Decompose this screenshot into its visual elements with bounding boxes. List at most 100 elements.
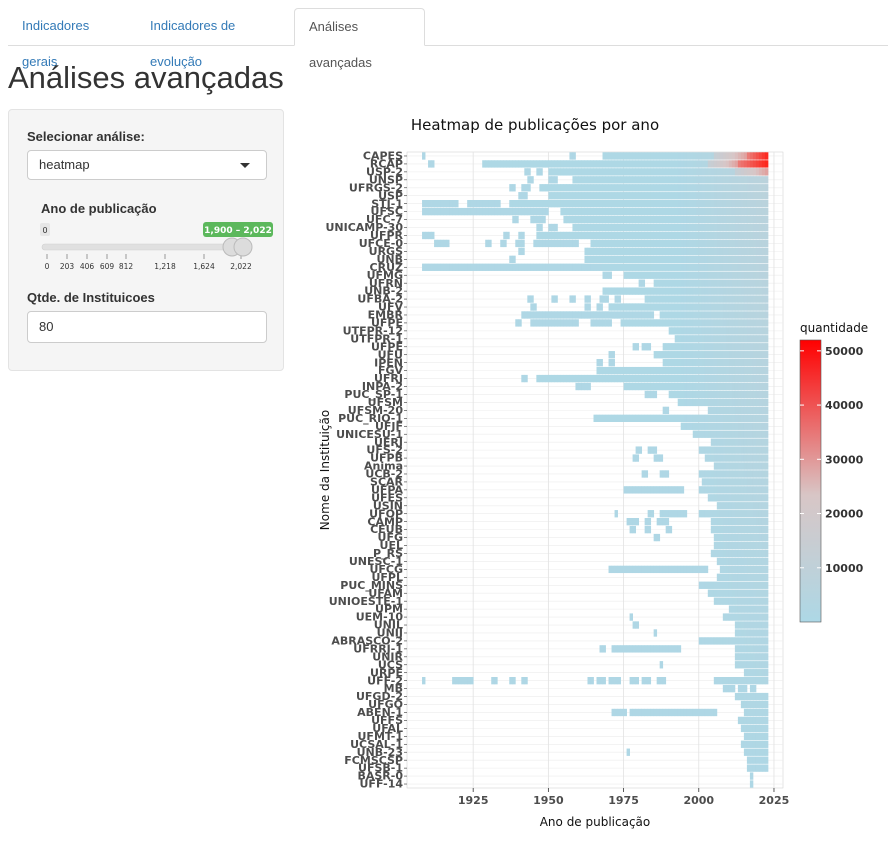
heatmap-cell (752, 184, 757, 192)
heatmap-cell (689, 263, 694, 271)
heatmap-cell (722, 247, 727, 256)
y-tick-label: UCS (378, 658, 403, 671)
heatmap-cell (704, 263, 709, 271)
heatmap-cell (662, 351, 667, 359)
y-tick-label: P_RS (373, 547, 403, 560)
heatmap-cell (641, 207, 646, 216)
tab-indicadores-gerais[interactable]: Indicadores gerais (22, 18, 90, 69)
heatmap-cell (572, 168, 576, 176)
heatmap-cell (674, 351, 679, 359)
heatmap-cell (635, 311, 640, 319)
heatmap-cell (602, 168, 606, 176)
analysis-select[interactable]: heatmap (27, 150, 267, 180)
heatmap-cell (614, 677, 618, 685)
heatmap-cell (539, 160, 543, 168)
heatmap-cell (593, 263, 597, 271)
heatmap-cell (722, 200, 727, 208)
heatmap-cell (662, 295, 667, 303)
heatmap-cell (491, 207, 495, 216)
heatmap-cell (647, 184, 652, 192)
heatmap-cell (587, 184, 591, 192)
year-range-slider[interactable]: 0 1,900 – 2,022 0 203 406 609 812 1,218 1,624 2… (37, 218, 277, 278)
heatmap-cell (722, 406, 727, 415)
heatmap-cell (746, 414, 751, 422)
heatmap-cell (659, 239, 664, 248)
heatmap-cell (671, 390, 676, 399)
heatmap-cell (698, 398, 703, 407)
heatmap-cell (623, 231, 627, 240)
heatmap-cell (725, 351, 730, 359)
heatmap-cell (662, 510, 667, 518)
heatmap-cell (671, 160, 676, 168)
tab-analises-avancadas[interactable]: Análises avançadas (294, 8, 425, 70)
heatmap-cell (713, 303, 718, 311)
heatmap-cell (614, 152, 618, 160)
heatmap-cell (761, 390, 766, 399)
heatmap-cell (536, 311, 540, 319)
heatmap-cell (746, 629, 751, 637)
heatmap-cell (704, 319, 709, 327)
heatmap-cell (593, 223, 597, 232)
heatmap-cell (644, 708, 649, 717)
slider-handle-to[interactable] (233, 237, 253, 257)
heatmap-cell (608, 168, 612, 176)
heatmap-cell (524, 192, 528, 200)
heatmap-cell (740, 374, 745, 383)
heatmap-cell (638, 382, 643, 391)
heatmap-cell (686, 327, 691, 335)
tab-indicadores-evolucao[interactable]: Indicadores de evolução (150, 18, 236, 69)
heatmap-cell (746, 231, 751, 240)
heatmap-cell (665, 374, 670, 383)
heatmap-cell (596, 359, 600, 367)
heatmap-cell (641, 486, 646, 494)
heatmap-cell (725, 231, 730, 240)
heatmap-cell (521, 160, 525, 168)
institutions-input[interactable]: 80 (27, 311, 267, 343)
heatmap-cell (680, 160, 685, 168)
heatmap-cell (515, 263, 519, 271)
heatmap-cell (719, 573, 724, 581)
heatmap-cell (560, 319, 564, 327)
heatmap-cell (761, 279, 766, 287)
heatmap-cell (758, 494, 763, 502)
y-tick-label: UFGD-2 (356, 690, 403, 703)
heatmap-cell (665, 287, 670, 295)
heatmap-cell (641, 311, 646, 319)
heatmap-cell (719, 343, 724, 351)
heatmap-cell (743, 231, 748, 240)
heatmap-cell (731, 494, 736, 502)
heatmap-cell (590, 192, 594, 200)
heatmap-cell (761, 359, 766, 367)
heatmap-cell (758, 255, 763, 263)
heatmap-cell (707, 311, 712, 319)
heatmap-cell (656, 414, 661, 422)
heatmap-cell (620, 311, 624, 319)
heatmap-cell (683, 414, 688, 422)
heatmap-cell (446, 207, 450, 216)
heatmap-cell (461, 677, 465, 685)
heatmap-cell (635, 382, 640, 391)
heatmap-cell (746, 486, 751, 494)
heatmap-cell (635, 366, 640, 375)
heatmap-cell (704, 303, 709, 311)
heatmap-cell (632, 168, 637, 176)
heatmap-cell (662, 176, 667, 184)
heatmap-cell (764, 319, 769, 327)
heatmap-cell (758, 247, 763, 256)
heatmap-cell (605, 184, 609, 192)
heatmap-cell (761, 351, 766, 359)
heatmap-cell (755, 462, 760, 470)
heatmap-cell (740, 359, 745, 367)
heatmap-cell (674, 215, 679, 224)
heatmap-cell (563, 231, 567, 240)
heatmap-cell (659, 374, 664, 383)
heatmap-cell (701, 343, 706, 351)
heatmap-cell (743, 311, 748, 319)
heatmap-cell (737, 470, 742, 478)
heatmap-cell (623, 152, 627, 160)
heatmap-cell (431, 160, 435, 168)
slider-tick-label: 1,624 (193, 262, 215, 271)
heatmap-cell (683, 287, 688, 295)
heatmap-cell (611, 366, 615, 375)
heatmap-cell (620, 207, 624, 216)
